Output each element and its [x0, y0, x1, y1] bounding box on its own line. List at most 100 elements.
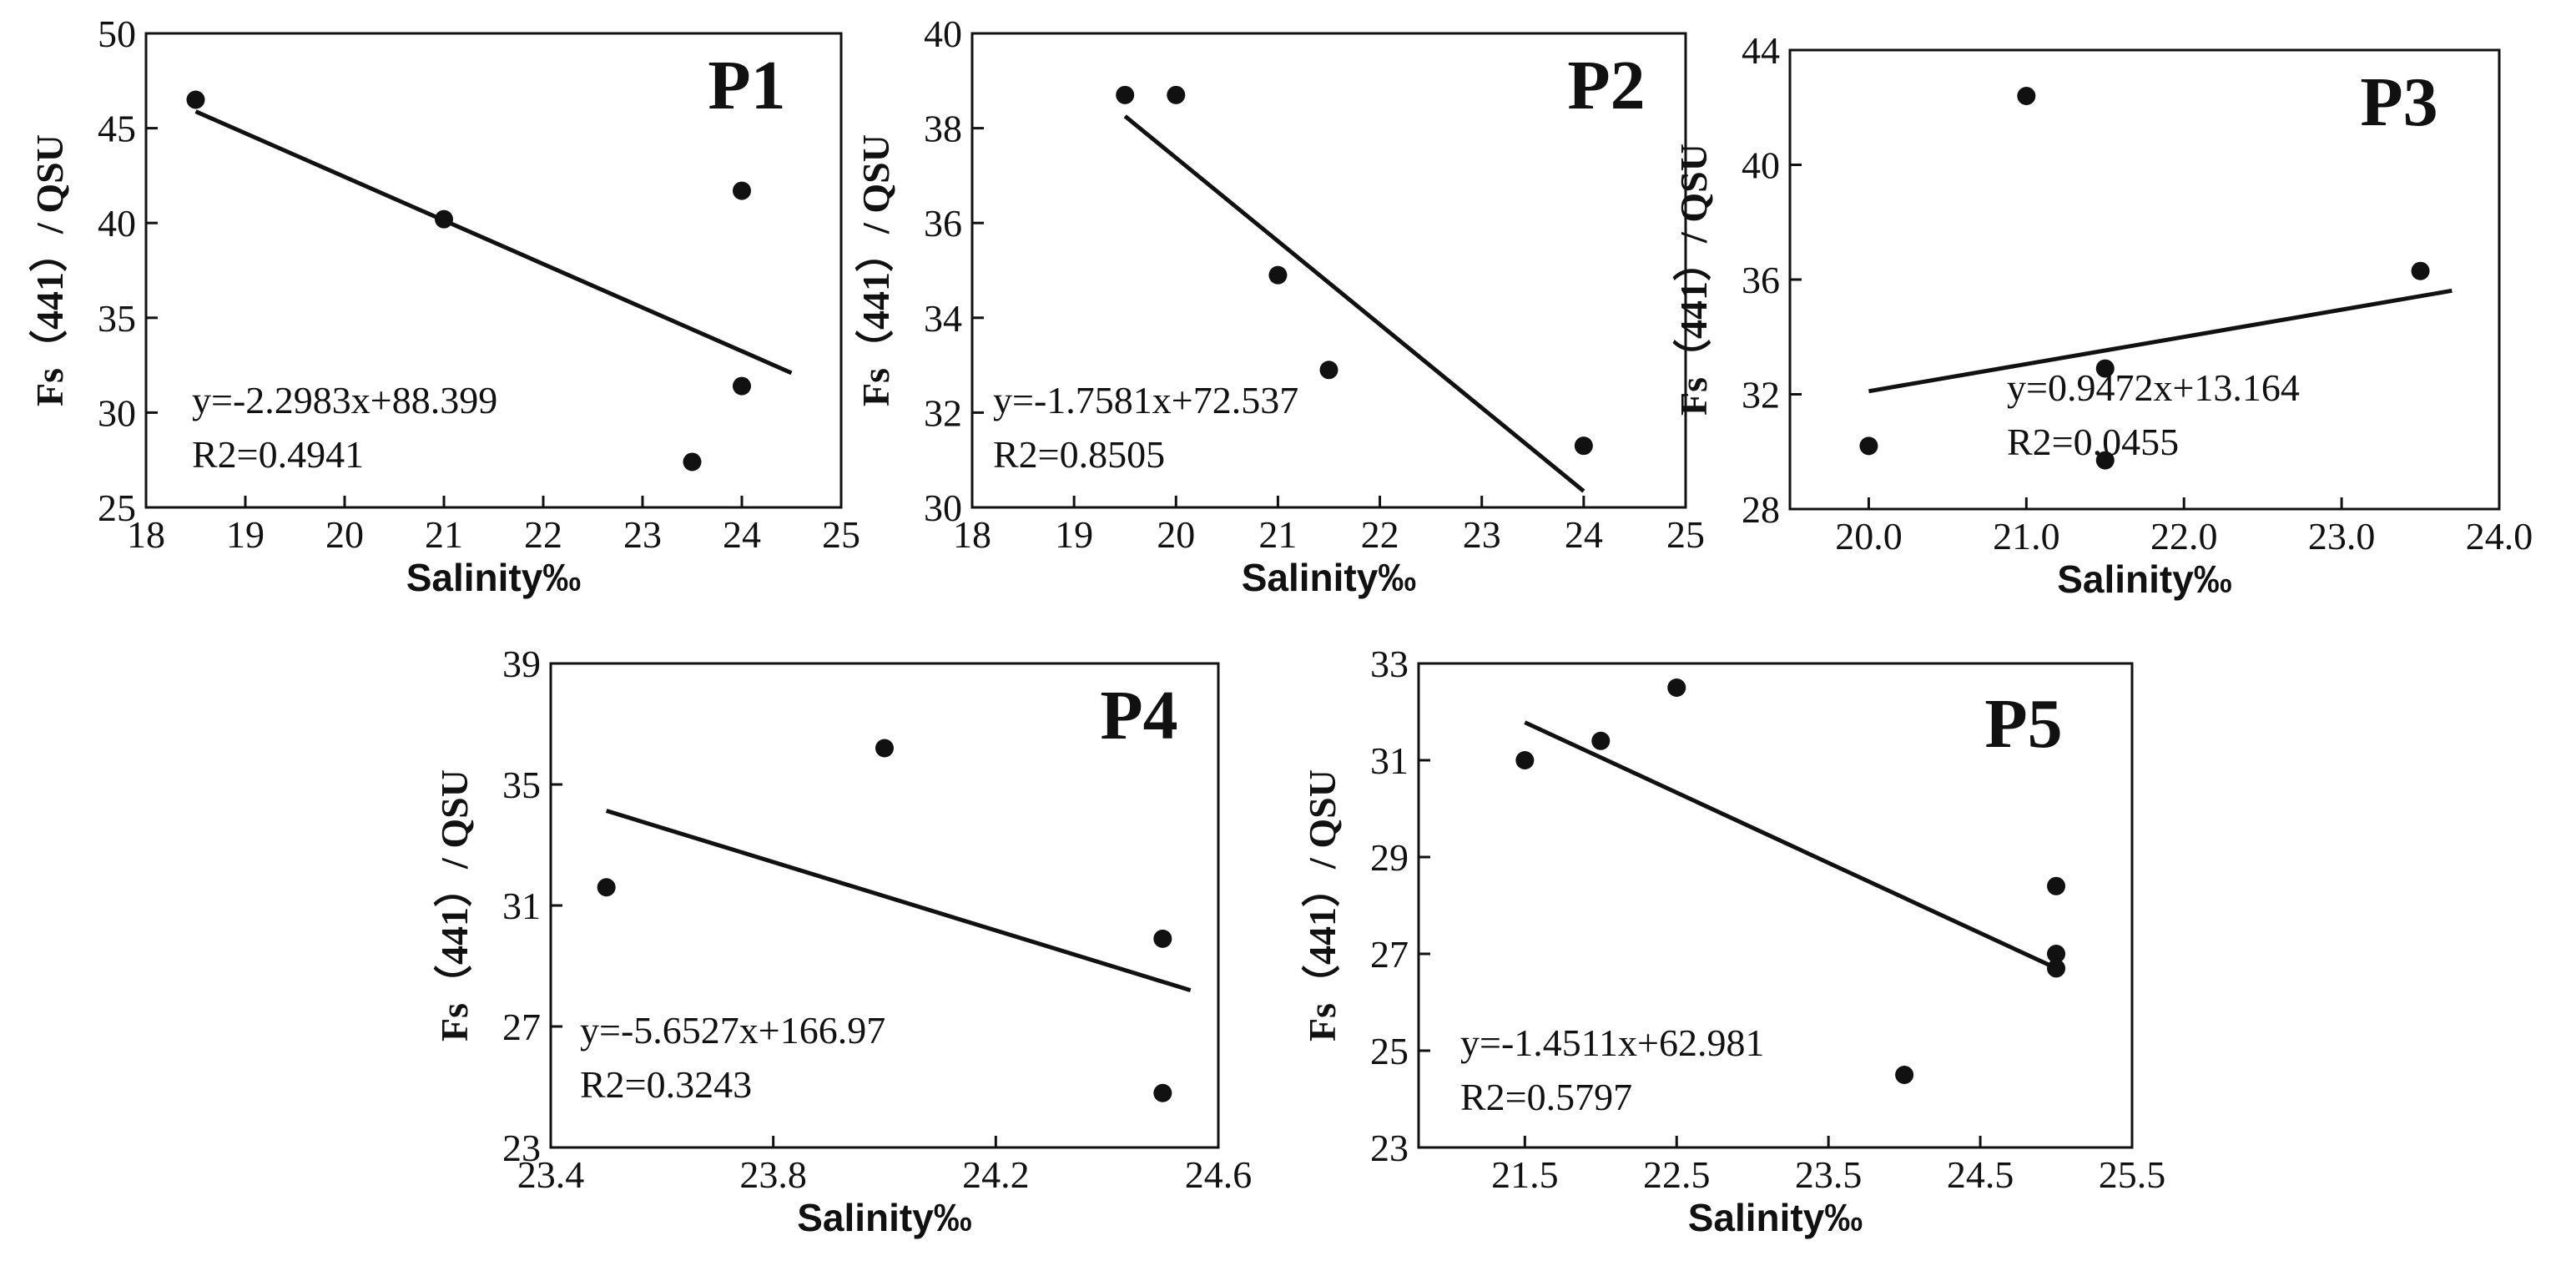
- chart3-y-tick-label: 36: [1742, 259, 1780, 301]
- chart4-y-tick-label: 35: [502, 764, 541, 806]
- chart2-x-tick-label: 22: [1361, 513, 1399, 556]
- chart5-data-point: [1895, 1066, 1914, 1084]
- chart2-y-tick-label: 30: [924, 487, 962, 529]
- chart5-data-point: [2047, 945, 2066, 963]
- chart1-y-tick-label: 35: [98, 297, 136, 340]
- chart5-y-tick-label: 23: [1370, 1127, 1409, 1169]
- chart1-x-tick-label: 22: [524, 513, 562, 556]
- chart2-data-point: [1116, 85, 1135, 104]
- chart3-y-tick-label: 32: [1742, 374, 1780, 416]
- chart1-x-tick-label: 25: [822, 513, 860, 556]
- chart5-data-point: [1667, 678, 1686, 697]
- chart5-y-tick-label: 25: [1370, 1030, 1409, 1072]
- chart4-data-point: [875, 739, 894, 758]
- chart4-regression-equation: y=-5.6527x+166.97: [580, 1009, 885, 1052]
- chart4-x-tick-label: 24.2: [962, 1153, 1030, 1196]
- chart2-x-tick-label: 18: [953, 513, 991, 556]
- chart5-x-tick-label: 23.5: [1795, 1153, 1863, 1196]
- chart4-y-tick-label: 23: [502, 1127, 541, 1169]
- chart3-y-tick-label: 40: [1742, 144, 1780, 187]
- chart2-x-tick-label: 23: [1463, 513, 1501, 556]
- chart5-regression-line: [1524, 720, 2058, 971]
- chart1-y-tick-label: 25: [98, 487, 136, 529]
- chart3-x-tick-label: 21.0: [1993, 515, 2060, 557]
- chart3-data-point: [2411, 261, 2430, 280]
- chart5-y-tick-label: 33: [1370, 643, 1409, 685]
- chart5-data-point: [1515, 751, 1535, 769]
- chart5-regression-equation: y=-1.4511x+62.981: [1460, 1021, 1765, 1064]
- chart2-data-point: [1167, 85, 1186, 104]
- chart3-r-squared: R2=0.0455: [2007, 421, 2179, 463]
- chart5-data-point: [2047, 959, 2066, 978]
- chart3-regression-equation: y=0.9472x+13.164: [2007, 366, 2300, 409]
- chart3-data-point: [2017, 87, 2036, 105]
- chart5-x-axis-label: Salinity‰: [1688, 1196, 1863, 1239]
- chart2-data-point: [1268, 265, 1288, 285]
- chart3-data-point: [2095, 359, 2115, 378]
- chart5-y-tick-label: 31: [1370, 739, 1409, 782]
- chart1-data-point: [733, 181, 751, 200]
- chart5-data-point: [2047, 876, 2066, 895]
- chart2-x-tick-label: 24: [1565, 513, 1603, 556]
- chart3-y-axis-label: Fs（441）/ QSU: [1672, 144, 1715, 416]
- chart1-x-tick-label: 18: [127, 513, 165, 556]
- chart1-data-point: [683, 452, 702, 472]
- chart4-data-point: [1153, 929, 1172, 948]
- chart2-y-tick-label: 40: [924, 13, 962, 55]
- chart3-panel: 20.0 21.0 22.0 23.0 24.0 28 32 36 40 44 Salinity‰ F…: [1672, 29, 2533, 601]
- chart1-x-tick-label: 20: [325, 513, 364, 556]
- chart2-y-tick-label: 32: [924, 391, 962, 434]
- chart3-panel-title: P3: [2360, 63, 2437, 141]
- chart4-x-tick-label: 23.8: [739, 1153, 807, 1196]
- chart5-panel-title: P5: [1984, 685, 2062, 763]
- chart2-r-squared: R2=0.8505: [993, 433, 1165, 476]
- chart3-data-point: [1859, 436, 1878, 456]
- chart2-x-axis-label: Salinity‰: [1242, 556, 1417, 599]
- chart5-panel: 21.5 22.5 23.5 24.5 25.5 23 25 27 29 31 33 Salinity…: [1301, 643, 2165, 1239]
- chart3-x-tick-label: 22.0: [2150, 515, 2218, 557]
- chart1-data-point: [733, 376, 751, 396]
- chart1-r-squared: R2=0.4941: [192, 433, 364, 476]
- chart4-x-tick-label: 24.6: [1185, 1153, 1253, 1196]
- chart1-x-tick-label: 23: [623, 513, 662, 556]
- chart5-x-tick-label: 24.5: [1947, 1153, 2014, 1196]
- chart1-plot-frame: [144, 32, 843, 509]
- chart1-x-tick-label: 24: [723, 513, 761, 556]
- chart2-y-tick-label: 36: [924, 202, 962, 245]
- chart2-x-tick-label: 25: [1666, 513, 1705, 556]
- chart4-r-squared: R2=0.3243: [580, 1063, 752, 1106]
- chart5-x-tick-label: 21.5: [1491, 1153, 1559, 1196]
- chart4-regression-line: [605, 809, 1192, 993]
- chart2-regression-equation: y=-1.7581x+72.537: [993, 379, 1298, 421]
- chart1-y-tick-label: 50: [98, 13, 136, 55]
- chart4-y-tick-label: 27: [502, 1006, 541, 1048]
- chart1-panel: 18 19 20 21 22 23 24 25 25 30 35 40 45 50 Salinity‰ Fs（…: [28, 13, 860, 599]
- chart2-data-point: [1319, 361, 1338, 380]
- chart4-y-tick-label: 39: [502, 643, 541, 685]
- chart1-y-axis-label: Fs（441）/ QSU: [28, 134, 71, 406]
- chart2-y-tick-label: 38: [924, 108, 962, 150]
- chart1-data-point: [435, 209, 453, 229]
- chart3-x-axis-label: Salinity‰: [2057, 557, 2232, 601]
- chart2-x-tick-label: 19: [1055, 513, 1093, 556]
- chart4-panel: 23.4 23.8 24.2 24.6 23 27 31 35 39 Salinity‰ Fs（44…: [433, 643, 1252, 1239]
- chart4-y-axis-label: Fs（441）/ QSU: [433, 769, 476, 1041]
- chart1-y-tick-label: 40: [98, 202, 136, 245]
- chart2-x-tick-label: 21: [1258, 513, 1297, 556]
- chart5-x-tick-label: 22.5: [1643, 1153, 1711, 1196]
- chart1-x-axis-label: Salinity‰: [406, 556, 582, 599]
- chart1-data-point: [186, 90, 205, 109]
- chart2-panel: 18 19 20 21 22 23 24 25 30 32 34 36 38 40 Salinity‰ Fs（…: [854, 13, 1705, 599]
- chart5-data-point: [1591, 731, 1611, 750]
- chart2-regression-line: [1123, 114, 1585, 493]
- chart5-x-tick-label: 25.5: [2099, 1153, 2166, 1196]
- chart1-x-tick-label: 19: [226, 513, 265, 556]
- chart4-x-tick-label: 23.4: [517, 1153, 585, 1196]
- chart2-data-point: [1574, 436, 1593, 456]
- chart4-y-tick-label: 31: [502, 885, 541, 927]
- chart1-y-tick-label: 30: [98, 391, 136, 434]
- chart1-y-tick-label: 45: [98, 108, 136, 150]
- chart4-data-point: [597, 878, 616, 897]
- chart3-x-tick-label: 20.0: [1835, 515, 1903, 557]
